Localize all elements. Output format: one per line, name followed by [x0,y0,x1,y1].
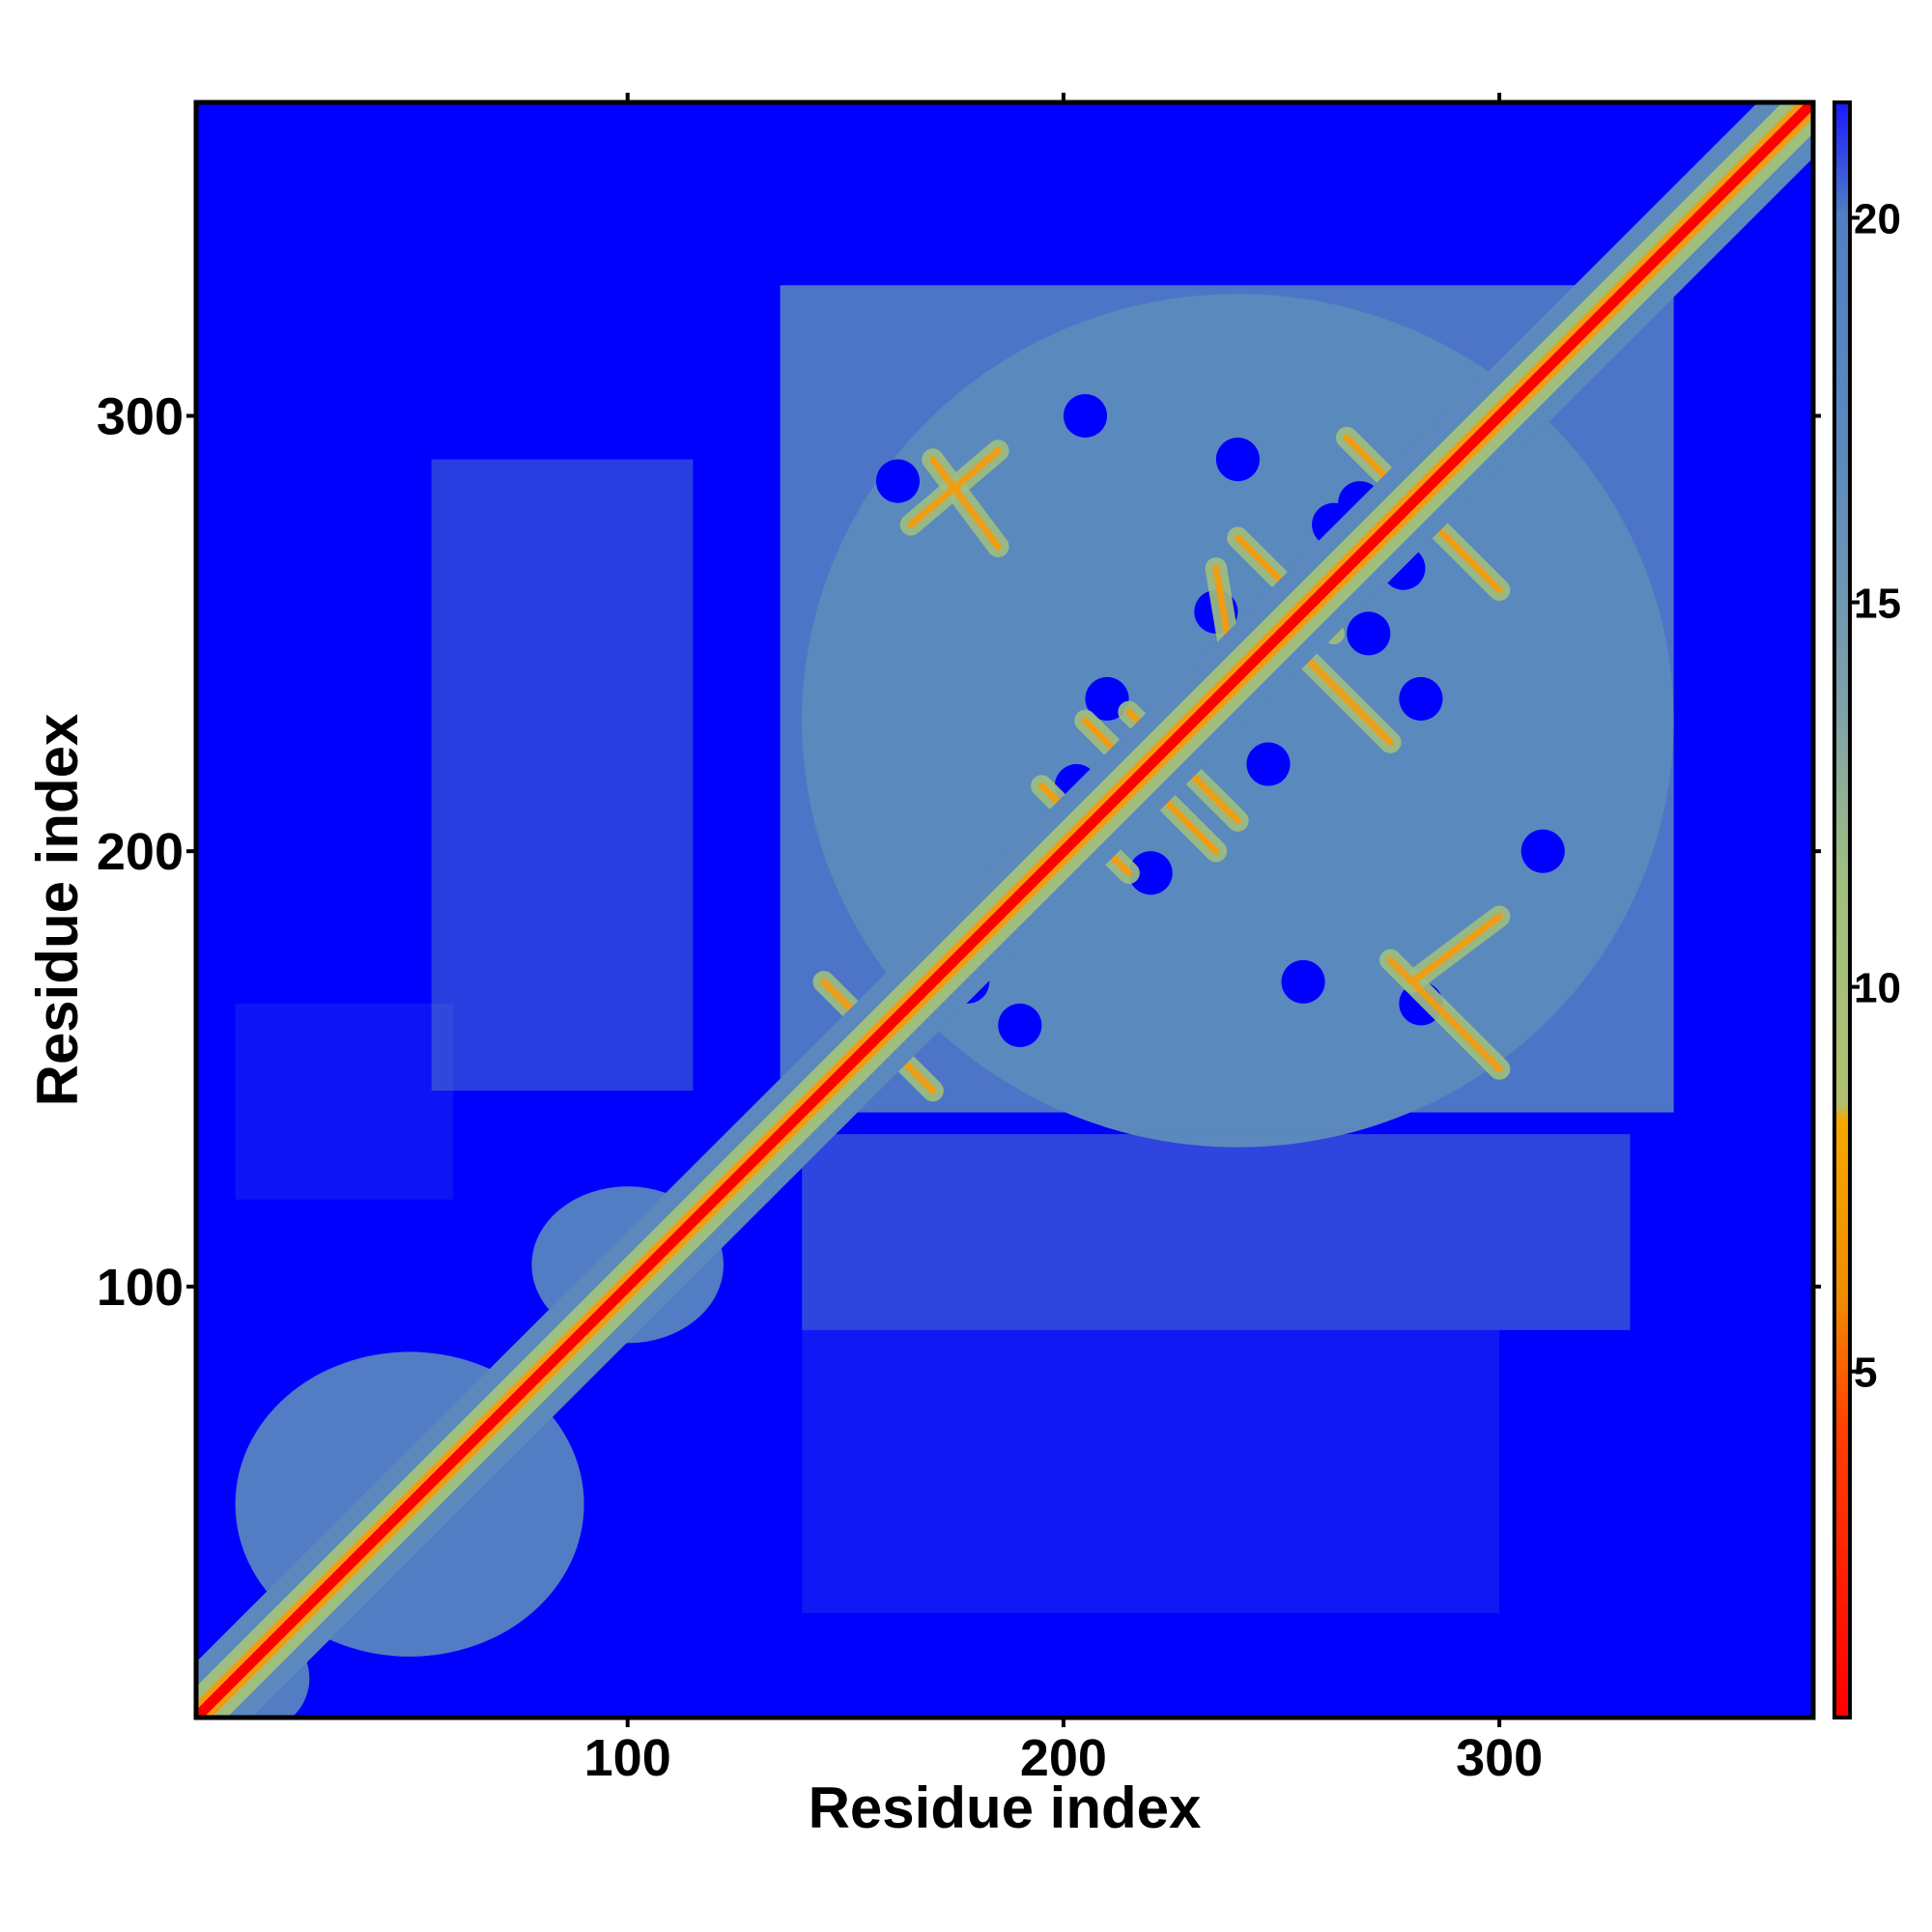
x-tick-label: 300 [1456,1729,1543,1787]
y-tick-label: 300 [97,387,184,445]
plot-frame [193,99,1816,1720]
heatmap-region [875,459,921,503]
colorbar-tick-label: 15 [1854,581,1901,628]
heatmap-cells [196,102,1813,1718]
heatmap-band [196,102,1813,1718]
heatmap-region [802,1329,1500,1613]
heatmap-region [1347,611,1391,656]
heatmap-region [802,1134,1631,1330]
colorbar-tick-label: 10 [1854,965,1901,1012]
x-axis: 100 200 300 [584,93,1543,1787]
heatmap-region [235,1003,454,1200]
heatmap-region [1399,676,1443,721]
x-axis-title: Residue index [809,1776,1202,1840]
heatmap-region [1063,393,1108,439]
heatmap-region [1085,676,1129,721]
heatmap-region [1520,829,1565,873]
colorbar-tick-label: 5 [1854,1350,1877,1397]
colorbar-tick-label: 20 [1854,195,1901,242]
y-tick-label: 100 [97,1259,184,1317]
colorbar-gradient [1833,100,1852,1719]
heatmap-band [907,446,1002,528]
colorbar-ticks: 5 10 15 20 [1850,195,1901,1397]
heatmap-region [1281,959,1325,1004]
heatmap-region [998,1003,1042,1047]
heatmap-region [431,459,694,1092]
heatmap-band [1408,913,1503,985]
x-tick-label: 100 [584,1729,671,1787]
heatmap-region [1128,851,1173,895]
heatmap-region [1215,438,1260,482]
colorbar: 5 10 15 20 [1833,100,1901,1719]
heatmap-band [928,455,1002,551]
heatmap-band [1299,651,1394,747]
heatmap-region [1246,742,1291,786]
x-tick-label: 200 [1020,1729,1107,1787]
y-axis-title: Residue index [25,714,90,1107]
heatmap-band [1386,956,1503,1073]
heatmap-plot-area [193,99,1816,1720]
y-tick-label: 200 [97,823,184,881]
y-axis: 100 200 300 [97,387,1821,1317]
